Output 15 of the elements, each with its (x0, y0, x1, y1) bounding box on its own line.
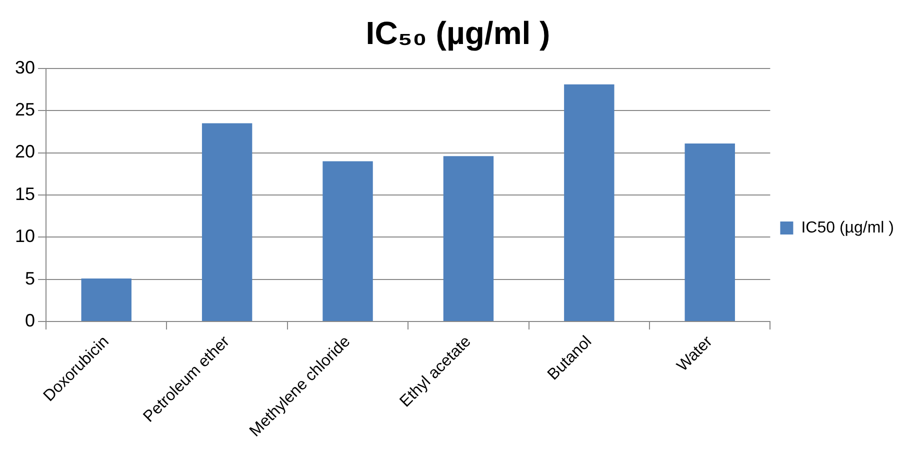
bar (684, 143, 735, 321)
bar (81, 278, 132, 321)
y-tick-label: 0 (25, 310, 36, 330)
bar (443, 156, 494, 321)
y-tick-label: 15 (14, 184, 36, 204)
y-tick-label: 30 (14, 57, 36, 78)
y-tick-label: 5 (25, 268, 36, 288)
chart-title: IC₅₀ (µg/ml ) (366, 15, 550, 52)
bar (564, 84, 614, 321)
y-tick-label: 10 (14, 226, 36, 246)
legend-label: IC50 (µg/ml ) (801, 219, 894, 236)
y-tick-label: 25 (14, 100, 36, 120)
y-tick-label: 20 (14, 142, 36, 162)
bar (322, 161, 373, 321)
bar (202, 123, 252, 321)
